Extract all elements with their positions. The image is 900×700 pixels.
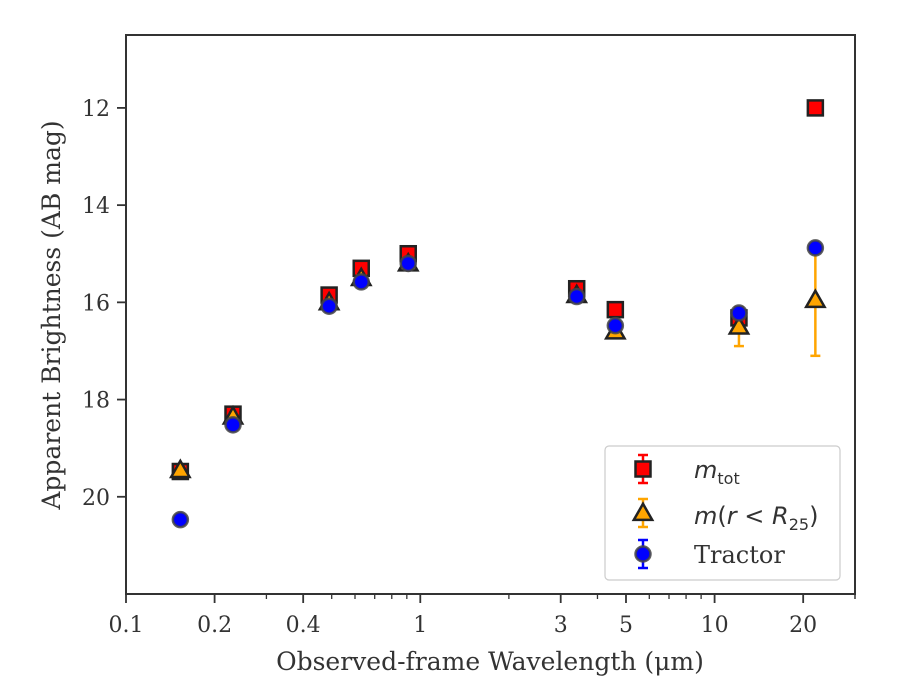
x-tick-label: 0.4 <box>286 613 321 638</box>
x-axis: 0.1 0.2 0.4 1 3 5 10 20 <box>109 594 856 638</box>
data-point-triangle <box>727 314 751 335</box>
x-tick-label: 10 <box>701 613 729 638</box>
y-tick-label: 14 <box>82 194 110 219</box>
data-point-circle <box>320 297 338 315</box>
series-Tractor <box>171 239 825 529</box>
y-axis: 12 14 16 18 20 <box>82 97 126 511</box>
legend-label-tractor: Tractor <box>694 541 785 569</box>
legend-marker-square <box>634 460 652 478</box>
y-tick-label: 16 <box>82 291 110 316</box>
legend-marker-triangle <box>631 501 655 522</box>
data-point-circle <box>806 239 825 257</box>
data-point-square <box>606 300 625 319</box>
y-axis-title: Apparent Brightness (AB mag) <box>37 120 66 510</box>
x-tick-label: 0.1 <box>109 613 144 638</box>
x-tick-label: 3 <box>554 613 568 638</box>
y-tick-label: 12 <box>82 97 110 122</box>
y-tick-label: 20 <box>82 486 110 511</box>
data-point-triangle <box>168 458 192 479</box>
data-point-circle <box>171 510 190 529</box>
data-point-circle <box>224 416 242 434</box>
data-point-circle <box>567 287 586 306</box>
x-tick-label: 5 <box>619 613 633 638</box>
data-point-triangle <box>804 288 827 309</box>
data-point-circle <box>606 316 625 335</box>
legend: mtot m(r < R25) Tractor <box>604 445 841 581</box>
x-tick-label: 1 <box>413 613 427 638</box>
data-point-circle <box>352 273 370 291</box>
x-tick-label: 0.2 <box>197 613 232 638</box>
data-point-square <box>806 99 825 117</box>
plot-marks <box>168 99 827 529</box>
data-point-circle <box>399 254 417 273</box>
legend-box <box>604 445 841 581</box>
x-tick-label: 20 <box>789 613 817 638</box>
y-tick-label: 18 <box>82 389 110 414</box>
plot-frame <box>125 34 856 595</box>
legend-marker-circle <box>634 545 652 563</box>
x-axis-title: Observed-frame Wavelength (μm) <box>276 647 704 676</box>
legend-markers <box>631 453 655 570</box>
data-point-circle <box>730 304 748 322</box>
